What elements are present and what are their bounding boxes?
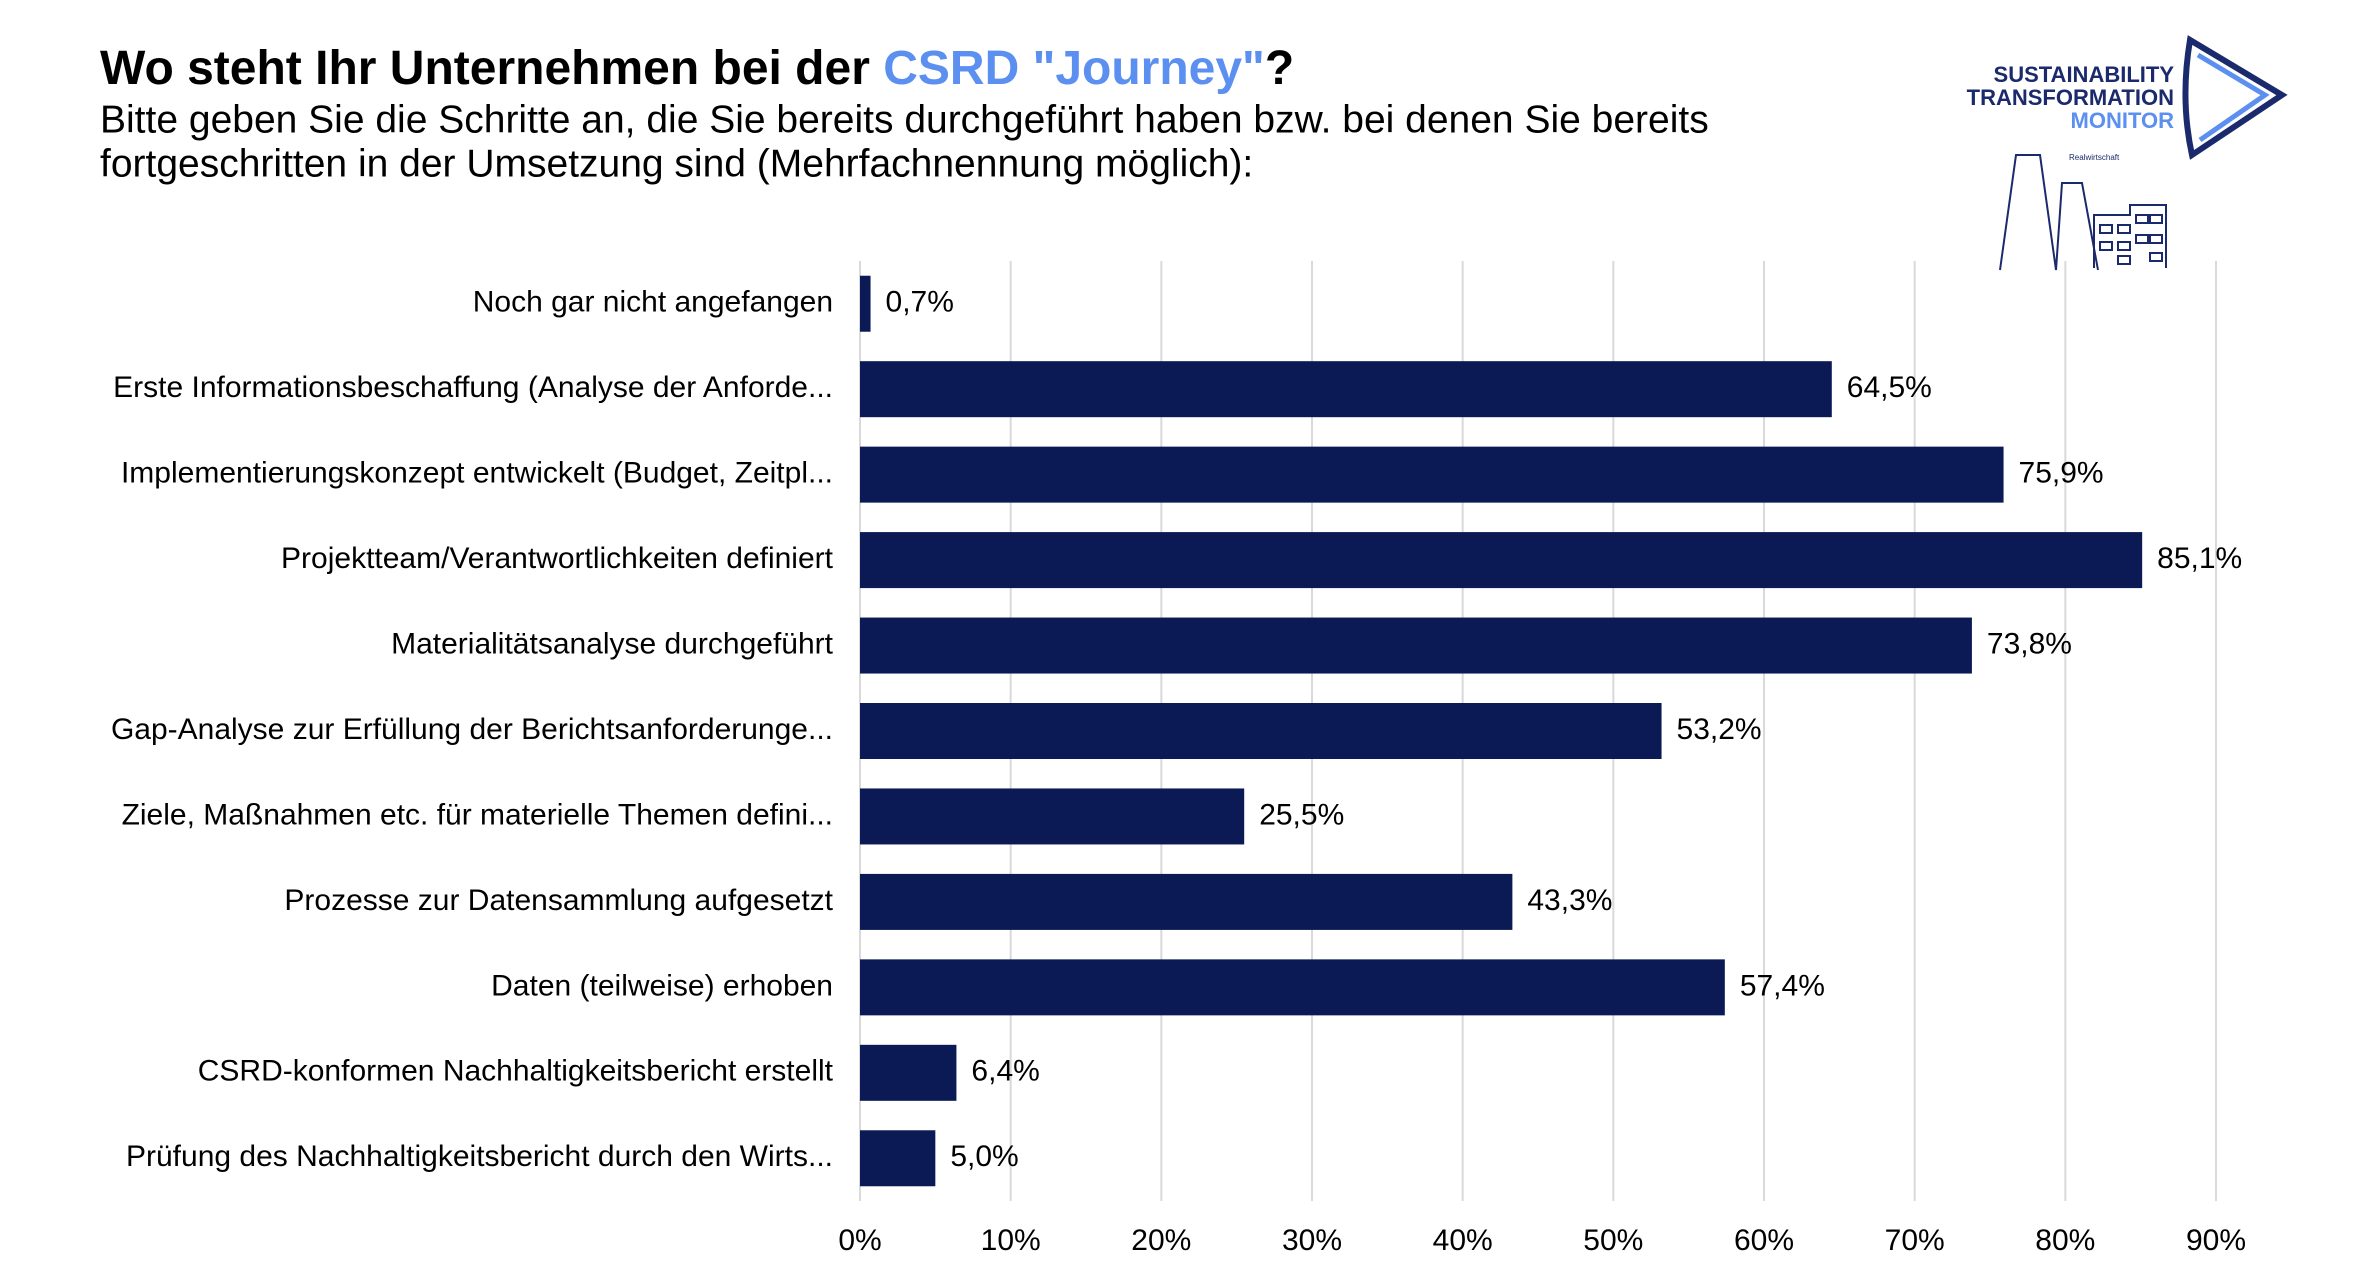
- data-label: 64,5%: [1847, 371, 1932, 404]
- data-label: 53,2%: [1677, 713, 1762, 746]
- data-label: 25,5%: [1259, 798, 1344, 831]
- y-tick-label: Gap-Analyse zur Erfüllung der Berichtsan…: [111, 713, 833, 746]
- y-tick-label: Prüfung des Nachhaltigkeitsbericht durch…: [126, 1140, 833, 1173]
- bar: [860, 361, 1832, 418]
- y-tick-label: Projektteam/Verantwortlichkeiten definie…: [281, 542, 834, 575]
- title-part: CSRD "Journey": [883, 42, 1265, 95]
- y-tick-label: Daten (teilweise) erhoben: [491, 969, 833, 1002]
- logo-buildings: [2093, 204, 2167, 268]
- data-label: 73,8%: [1987, 627, 2072, 660]
- logo-text: MONITOR: [2071, 108, 2175, 133]
- logo: SUSTAINABILITY TRANSFORMATION MONITOR Re…: [1967, 35, 2288, 271]
- bar: [860, 873, 1513, 930]
- bar: [860, 446, 2004, 503]
- data-label: 75,9%: [2019, 457, 2104, 490]
- data-label: 0,7%: [886, 286, 954, 319]
- bar: [860, 617, 1972, 674]
- logo-buildings: [1999, 154, 2099, 271]
- x-tick-label: 70%: [1885, 1224, 1945, 1257]
- y-tick-label: Prozesse zur Datensammlung aufgesetzt: [284, 884, 833, 917]
- y-tick-label: CSRD-konformen Nachhaltigkeitsbericht er…: [198, 1055, 834, 1088]
- x-tick-label: 40%: [1433, 1224, 1493, 1257]
- bar: [860, 788, 1245, 845]
- x-tick-label: 60%: [1734, 1224, 1794, 1257]
- subtitle: Bitte geben Sie die Schritte an, die Sie…: [100, 98, 1709, 141]
- logo-text: TRANSFORMATION: [1967, 85, 2174, 110]
- x-tick-label: 10%: [981, 1224, 1041, 1257]
- x-tick-label: 50%: [1583, 1224, 1643, 1257]
- data-label: 85,1%: [2157, 542, 2242, 575]
- bar: [860, 532, 2143, 589]
- y-tick-label: Materialitätsanalyse durchgeführt: [391, 627, 834, 660]
- bar: [860, 1130, 936, 1187]
- x-tick-label: 30%: [1282, 1224, 1342, 1257]
- data-label: 6,4%: [971, 1055, 1039, 1088]
- x-tick-label: 0%: [838, 1224, 881, 1257]
- logo-shape: [2196, 52, 2270, 143]
- data-label: 43,3%: [1527, 884, 1612, 917]
- logo-windows: [2099, 214, 2163, 265]
- bar: [860, 275, 871, 332]
- y-tick-label: Noch gar nicht angefangen: [473, 286, 833, 319]
- bar: [860, 959, 1725, 1016]
- x-tick-label: 20%: [1131, 1224, 1191, 1257]
- x-tick-label: 90%: [2186, 1224, 2246, 1257]
- bar: [860, 1044, 957, 1101]
- bar: [860, 703, 1662, 759]
- title-part: ?: [1265, 42, 1294, 95]
- logo-text: SUSTAINABILITY: [1994, 62, 2175, 87]
- subtitle: fortgeschritten in der Umsetzung sind (M…: [100, 142, 1253, 185]
- y-tick-label: Implementierungskonzept entwickelt (Budg…: [121, 457, 833, 490]
- logo-shape: [2182, 35, 2288, 160]
- data-label: 5,0%: [950, 1140, 1018, 1173]
- title-part: Wo steht Ihr Unternehmen bei der: [100, 42, 883, 95]
- data-label: 57,4%: [1740, 969, 1825, 1002]
- chart-title: Wo steht Ihr Unternehmen bei der CSRD "J…: [100, 42, 1294, 95]
- x-tick-label: 80%: [2035, 1224, 2095, 1257]
- y-tick-label: Erste Informationsbeschaffung (Analyse d…: [113, 371, 833, 404]
- y-tick-label: Ziele, Maßnahmen etc. für materielle The…: [122, 798, 833, 831]
- logo-tagline: Realwirtschaft: [2069, 153, 2120, 162]
